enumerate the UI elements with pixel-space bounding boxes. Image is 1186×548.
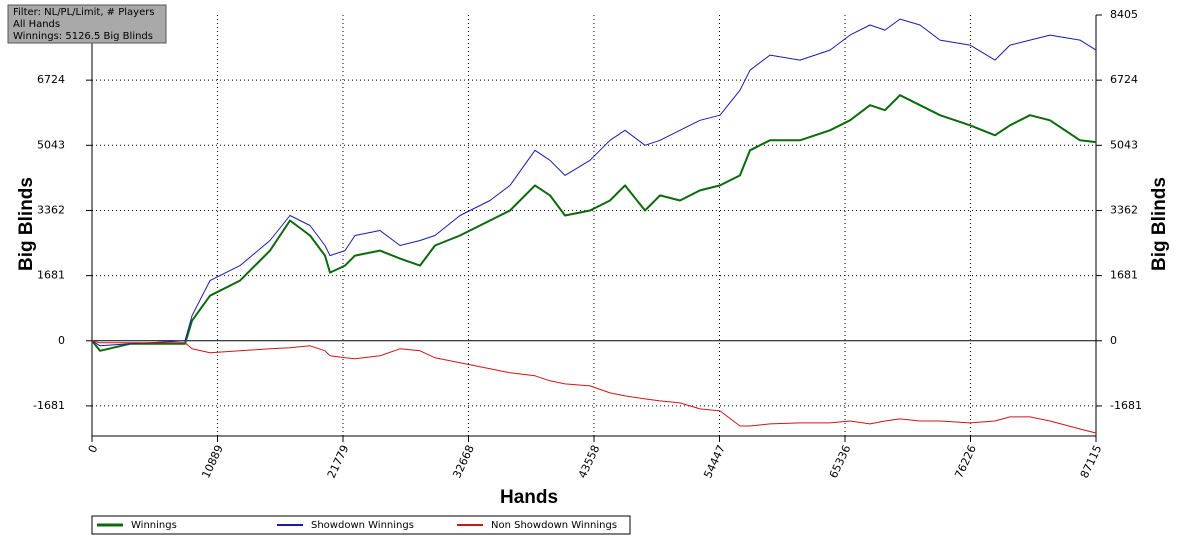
y2-tick-label: 6724 [1110, 73, 1138, 86]
y2-axis-title: Big Blinds [1149, 177, 1170, 271]
y-tick-label: 1681 [37, 269, 65, 282]
series-line [91, 340, 1097, 434]
y-axis-title: Big Blinds [16, 177, 37, 271]
legend-box [91, 515, 631, 535]
info-box-bg [7, 4, 167, 44]
y-tick-label: -1681 [33, 399, 65, 412]
y2-tick-label: -1681 [1110, 399, 1142, 412]
y2-tick-label: 8405 [1110, 8, 1138, 21]
legend-label: Showdown Winnings [311, 520, 414, 531]
legend-label: Non Showdown Winnings [491, 520, 617, 531]
y2-tick-label: 1681 [1110, 269, 1138, 282]
info-text: Winnings: 5126.5 Big Blinds [13, 31, 153, 42]
y2-tick-label: 5043 [1110, 138, 1138, 151]
x-tick-label: 0 [86, 443, 101, 455]
info-text: All Hands [13, 19, 60, 30]
y2-tick-label: 0 [1110, 334, 1117, 347]
y2-tick-label: 3362 [1110, 203, 1138, 216]
y-tick-label: 5043 [37, 138, 65, 151]
legend-label: Winnings [131, 520, 177, 531]
series-line [91, 18, 1097, 347]
y-tick-label: 6724 [37, 73, 65, 86]
y-tick-label: 0 [58, 334, 65, 347]
series-line [91, 94, 1097, 352]
y-tick-label: 3362 [37, 203, 65, 216]
x-axis-title: Hands [500, 487, 558, 508]
info-text: Filter: NL/PL/Limit, # Players [13, 7, 155, 18]
